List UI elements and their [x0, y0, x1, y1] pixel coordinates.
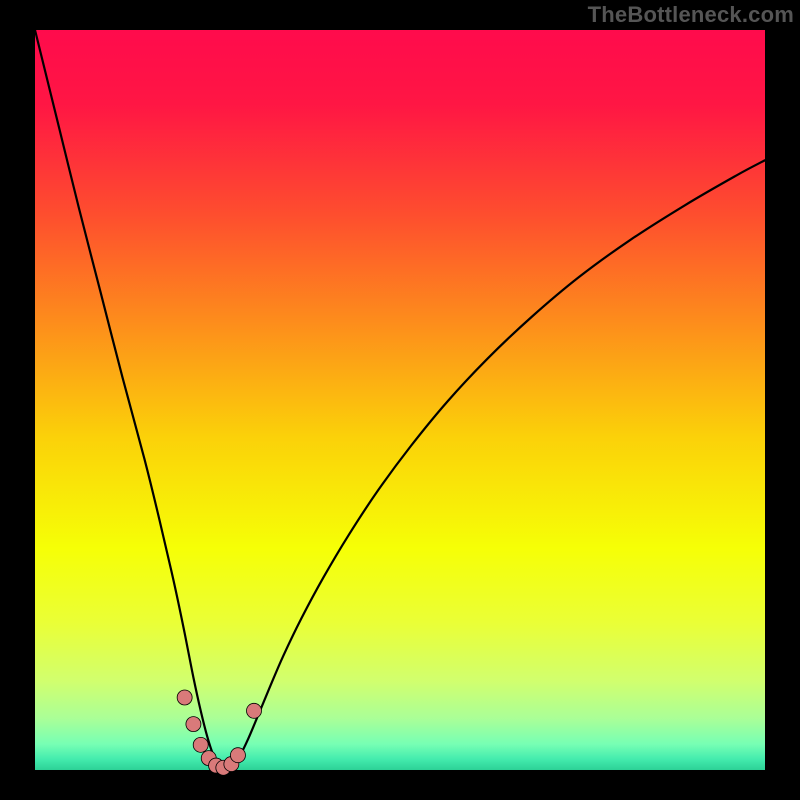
bottleneck-chart-svg	[0, 0, 800, 800]
marker-dot	[230, 748, 245, 763]
chart-canvas: TheBottleneck.com	[0, 0, 800, 800]
marker-dot	[247, 703, 262, 718]
watermark-text: TheBottleneck.com	[588, 2, 794, 28]
gradient-plot-area	[35, 30, 765, 770]
marker-dot	[193, 737, 208, 752]
marker-dot	[177, 690, 192, 705]
marker-dot	[186, 717, 201, 732]
